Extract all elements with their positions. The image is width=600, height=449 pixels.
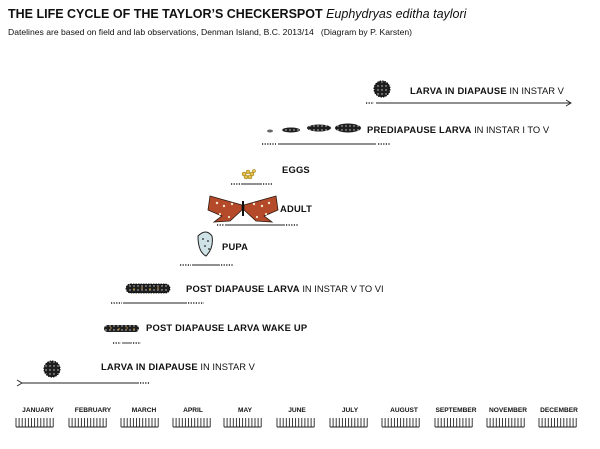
stage-label-larva-diapause-autumn: LARVA IN DIAPAUSE IN INSTAR V <box>410 85 564 96</box>
timeline-larva-diapause-winter <box>16 379 150 387</box>
month-ticks <box>434 418 473 428</box>
growing-larvae-icon <box>267 123 361 133</box>
month-august: AUGUST <box>390 407 418 414</box>
stage-label-post-diapause-larva: POST DIAPAUSE LARVA IN INSTAR V TO VI <box>186 283 384 294</box>
species-name: Euphydryas editha taylori <box>326 7 467 21</box>
month-april: APRIL <box>183 407 203 414</box>
month-january: JANUARY <box>22 407 54 414</box>
stage-label-wake-up: POST DIAPAUSE LARVA WAKE UP <box>146 322 308 333</box>
larva-diapause-icon <box>43 360 61 378</box>
egg-cluster-icon <box>241 169 256 180</box>
month-december: DECEMBER <box>540 407 578 414</box>
month-june: JUNE <box>288 407 306 414</box>
subtitle: Datelines are based on field and lab obs… <box>8 27 412 37</box>
month-ticks <box>329 418 368 428</box>
timeline-larva-diapause-autumn <box>366 99 572 107</box>
stage-label-adult: ADULT <box>280 203 313 214</box>
larva-diapause-icon <box>373 80 391 98</box>
month-ticks <box>68 418 107 428</box>
month-november: NOVEMBER <box>488 407 528 414</box>
stage-label-eggs: EGGS <box>282 164 310 175</box>
subtitle-text: Datelines are based on field and lab obs… <box>8 27 314 37</box>
stage-label-pupa: PUPA <box>222 241 249 252</box>
pupa-icon <box>197 231 213 257</box>
month-ticks <box>223 418 262 428</box>
diagram-credit: (Diagram by P. Karsten) <box>320 27 412 37</box>
month-march: MARCH <box>131 407 157 414</box>
month-ticks <box>172 418 211 428</box>
month-february: FEBRUARY <box>74 407 112 414</box>
month-ticks <box>486 418 525 428</box>
caterpillar-icon <box>125 283 171 294</box>
page-title: THE LIFE CYCLE OF THE TAYLOR’S CHECKERSP… <box>8 7 466 21</box>
month-ticks <box>120 418 159 428</box>
caterpillar-icon <box>104 325 139 332</box>
month-september: SEPTEMBER <box>435 407 477 414</box>
title-text: THE LIFE CYCLE OF THE TAYLOR’S CHECKERSP… <box>8 7 323 21</box>
month-tick-axis <box>15 418 577 428</box>
month-july: JULY <box>341 407 359 414</box>
month-ticks <box>538 418 577 428</box>
butterfly-icon <box>207 195 279 223</box>
stage-label-larva-diapause-winter: LARVA IN DIAPAUSE IN INSTAR V <box>101 361 255 372</box>
month-ticks <box>381 418 420 428</box>
month-may: MAY <box>237 407 253 414</box>
stage-label-prediapause-larva: PREDIAPAUSE LARVA IN INSTAR I TO V <box>367 124 550 135</box>
month-ticks <box>276 418 315 428</box>
month-ticks <box>15 418 54 428</box>
